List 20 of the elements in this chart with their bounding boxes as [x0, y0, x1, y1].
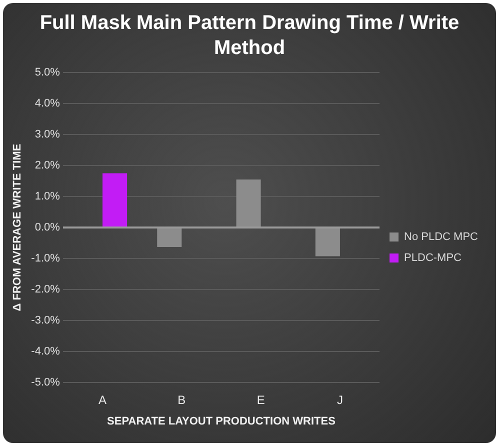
- y-tick-label: -2.0%: [31, 283, 60, 296]
- y-tick-label: 1.0%: [34, 190, 60, 203]
- x-tick-label: E: [256, 392, 265, 407]
- chart-title: Full Mask Main Pattern Drawing Time / Write Method: [38, 11, 460, 61]
- x-tick-label: A: [98, 392, 107, 407]
- y-tick-label: -1.0%: [31, 252, 60, 265]
- y-tick-label: 3.0%: [34, 128, 60, 141]
- x-tick-label: B: [178, 392, 186, 407]
- y-tick-label: 5.0%: [34, 66, 60, 79]
- y-tick-label: -4.0%: [31, 345, 60, 358]
- x-tick-label: J: [336, 392, 343, 407]
- y-tick-label: -3.0%: [31, 314, 60, 326]
- y-axis-title: Δ FROM AVERAGE WRITE TIME: [12, 144, 24, 312]
- y-tick-label: 2.0%: [34, 160, 60, 172]
- legend-label: PLDC-MPC: [404, 252, 462, 264]
- x-axis-title: SEPARATE LAYOUT PRODUCTION WRITES: [107, 415, 336, 428]
- y-tick-label: 4.0%: [34, 98, 60, 110]
- y-tick-label: 0.0%: [34, 222, 60, 234]
- y-tick-label: -5.0%: [31, 376, 60, 388]
- legend-label: No PLDC MPC: [404, 231, 478, 244]
